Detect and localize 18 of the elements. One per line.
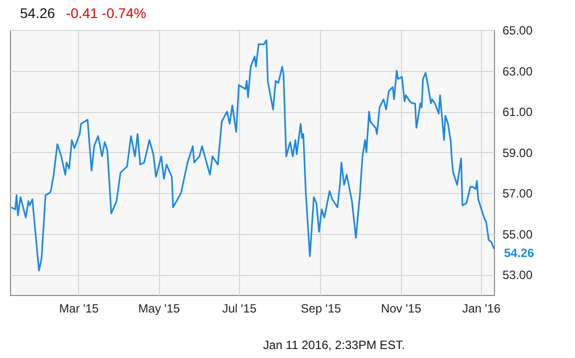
x-tick-label: Nov '15 [380, 302, 422, 316]
x-tick-label: Mar '15 [59, 302, 100, 316]
text: Jan 11 2016, 2:33PM EST. [263, 338, 405, 352]
line-series [10, 39, 494, 272]
y-tick-label: 55.00 [502, 227, 533, 242]
x-tick-label: Sep '15 [300, 302, 342, 316]
chart-title: 54.26 [20, 5, 56, 21]
y-tick-label: 65.00 [502, 24, 533, 38]
y-tick-label: 53.00 [502, 268, 533, 282]
y-tick-label: 57.00 [502, 186, 533, 201]
x-tick-label: Jul '15 [222, 302, 257, 316]
y-tick-label: 59.00 [502, 146, 533, 160]
x-tick-label: Jan '16 [462, 302, 501, 316]
data-label: 54.26 [504, 246, 534, 260]
y-tick-label: 61.00 [502, 105, 533, 120]
chart-subtitle: -0.41 -0.74% [66, 5, 146, 21]
x-tick-label: May '15 [138, 302, 180, 316]
y-tick-label: 63.00 [502, 64, 533, 78]
